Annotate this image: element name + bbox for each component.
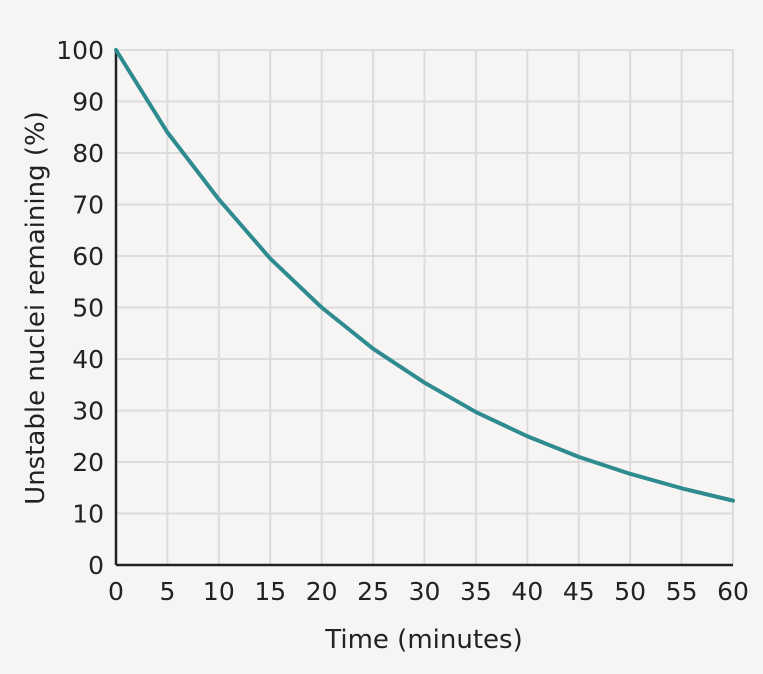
x-tick-labels: 0 5 10 15 20 25 30 35 40 45 50 55 60 [108, 577, 749, 606]
y-tick-label: 10 [72, 500, 104, 529]
x-tick-label: 35 [460, 577, 492, 606]
x-tick-label: 50 [614, 577, 646, 606]
x-tick-label: 20 [306, 577, 338, 606]
y-axis-title: Unstable nuclei remaining (%) [21, 111, 51, 505]
y-tick-label: 0 [88, 551, 104, 580]
x-tick-label: 60 [717, 577, 749, 606]
decay-curve-line [114, 48, 735, 503]
y-tick-labels: 0 10 20 30 40 50 60 70 80 90 100 [56, 36, 104, 580]
x-tick-label: 55 [666, 577, 698, 606]
y-tick-label: 90 [72, 88, 104, 117]
x-tick-label: 30 [409, 577, 441, 606]
x-tick-label: 25 [357, 577, 389, 606]
x-axis-title: Time (minutes) [324, 625, 522, 655]
x-tick-label: 15 [254, 577, 286, 606]
y-tick-label: 20 [72, 448, 104, 477]
axes [114, 49, 733, 567]
y-tick-label: 100 [56, 36, 104, 65]
x-tick-label: 5 [159, 577, 175, 606]
y-tick-label: 70 [72, 191, 104, 220]
x-tick-label: 10 [203, 577, 235, 606]
x-tick-label: 0 [108, 577, 124, 606]
y-tick-label: 80 [72, 139, 104, 168]
y-tick-label: 40 [72, 345, 104, 374]
y-tick-label: 50 [72, 294, 104, 323]
series-layer [114, 48, 735, 503]
y-tick-label: 60 [72, 242, 104, 271]
y-tick-label: 30 [72, 397, 104, 426]
x-tick-label: 40 [511, 577, 543, 606]
grid [115, 49, 734, 566]
x-tick-label: 45 [563, 577, 595, 606]
